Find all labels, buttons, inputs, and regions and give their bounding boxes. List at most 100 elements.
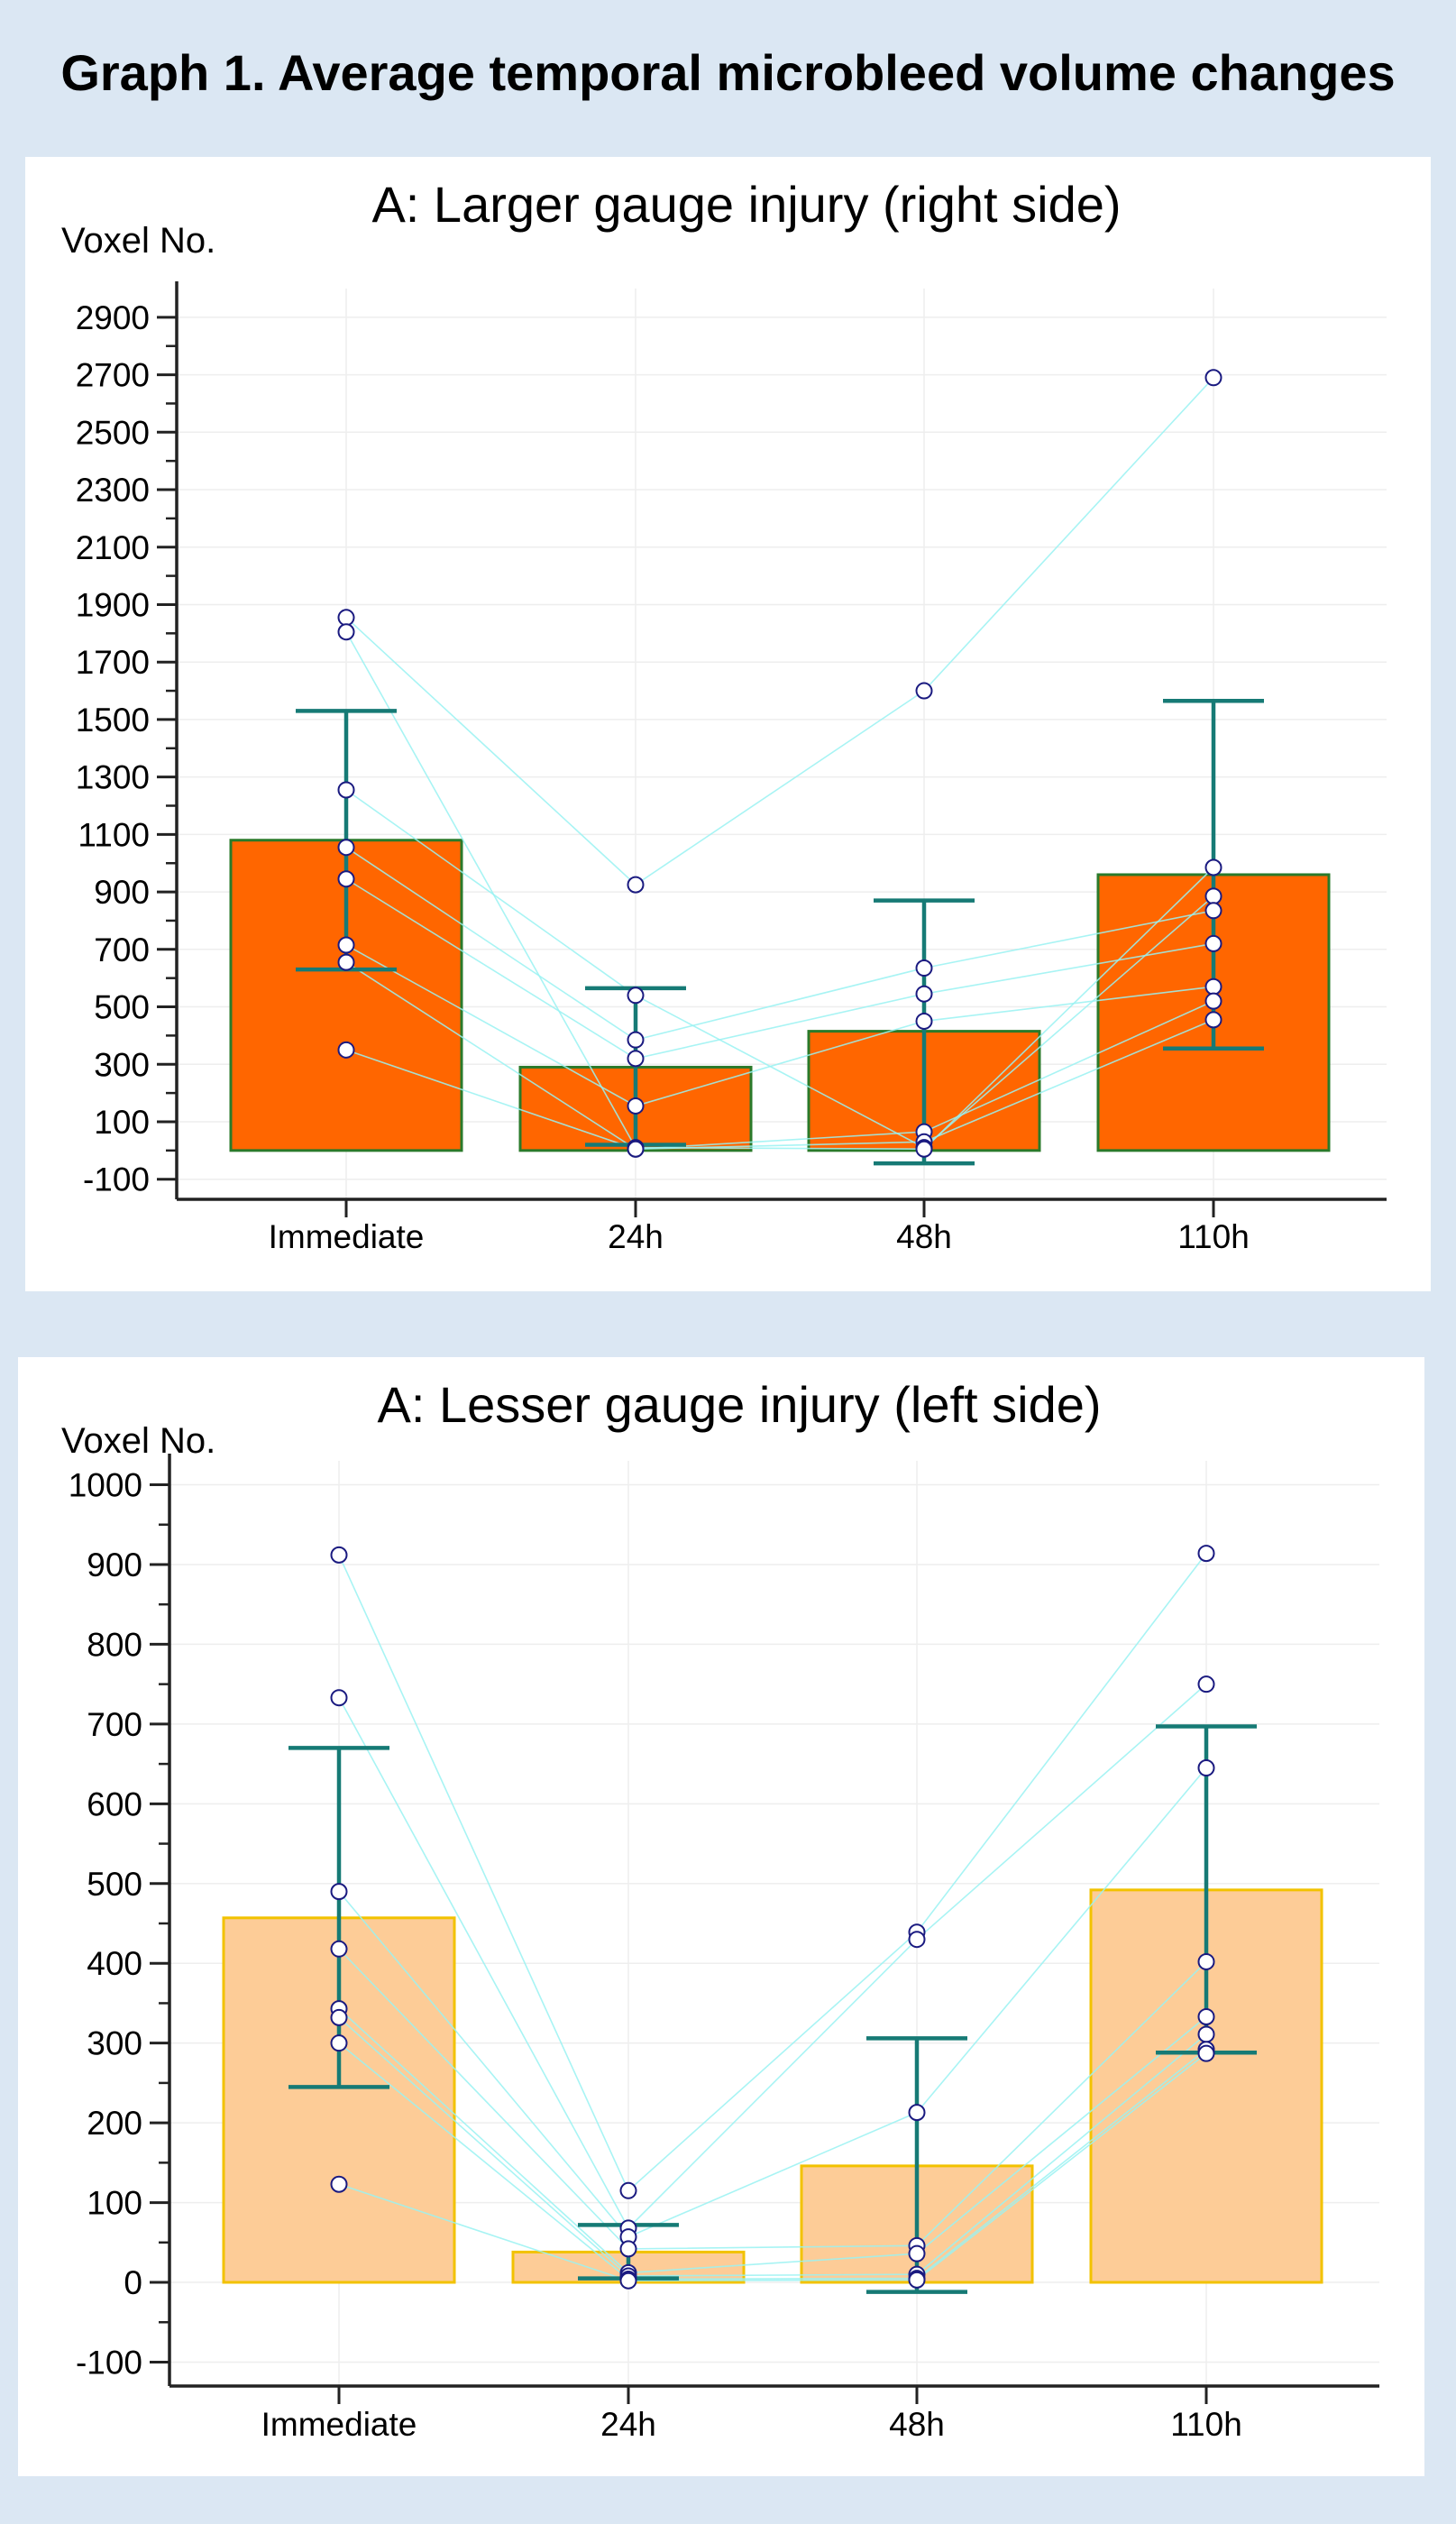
subject-lines <box>338 1553 1207 2282</box>
y-tick-label: 500 <box>87 1866 142 1903</box>
data-point <box>337 1041 355 1059</box>
data-point <box>627 987 645 1005</box>
y-tick-label: 1100 <box>78 816 150 853</box>
data-point <box>330 2008 348 2026</box>
y-tick-label: 0 <box>124 2264 142 2301</box>
data-point <box>337 781 355 799</box>
error-bar-48h <box>874 898 975 1166</box>
data-point <box>330 2175 348 2193</box>
data-point <box>337 623 355 641</box>
y-tick-label: -100 <box>83 1161 150 1198</box>
x-tick-label-110h: 110h <box>1177 1218 1250 1255</box>
subject-line-5 <box>338 2008 1207 2274</box>
y-tick-label: 2300 <box>76 472 150 509</box>
x-tick-label-immediate: Immediate <box>269 1218 425 1255</box>
data-point <box>330 2034 348 2052</box>
error-bar-immediate <box>288 1746 389 2089</box>
data-point <box>337 953 355 971</box>
data-point <box>337 870 355 888</box>
data-point <box>915 1012 933 1030</box>
data-point <box>1204 902 1222 920</box>
data-point <box>627 1140 645 1158</box>
data-point <box>627 1097 645 1115</box>
y-ticks: -100 100 300 500 700 900 1100 1300 1500 1700 1900 2… <box>76 299 177 1198</box>
axes <box>168 1454 1379 2388</box>
data-point <box>337 609 355 627</box>
data-point <box>1204 977 1222 996</box>
chart-title: A: Larger gauge injury (right side) <box>371 176 1121 233</box>
chart-lesser-gauge-svg: A: Lesser gauge injury (left side) Voxel … <box>61 1376 1379 2443</box>
subject-line-1 <box>338 1553 1207 2192</box>
subject-line-7 <box>345 961 1214 1151</box>
x-tick-label-24h: 24h <box>608 1218 664 1255</box>
x-tick-label-immediate: Immediate <box>261 2406 417 2443</box>
data-point <box>619 2240 637 2258</box>
subject-line-6 <box>338 2016 1207 2277</box>
axes <box>175 281 1387 1201</box>
x-tick-label-48h: 48h <box>889 2406 945 2443</box>
data-point <box>1204 934 1222 952</box>
y-tick-label: 900 <box>94 874 150 911</box>
y-tick-label: 2100 <box>76 529 150 566</box>
x-ticks: Immediate 24h 48h 110h <box>269 1199 1250 1255</box>
data-point <box>908 2271 926 2289</box>
x-ticks: Immediate 24h 48h 110h <box>261 2386 1242 2443</box>
y-tick-label: 400 <box>87 1945 142 1982</box>
y-tick-label: 500 <box>94 989 150 1026</box>
subject-line-8 <box>345 1019 1214 1151</box>
data-point <box>330 1689 348 1707</box>
data-point <box>330 1940 348 1958</box>
data-point <box>619 2181 637 2199</box>
data-points <box>337 369 1222 1158</box>
subject-line-2 <box>345 631 1214 1151</box>
data-points <box>330 1545 1215 2290</box>
data-point <box>1204 887 1222 905</box>
data-point <box>908 1931 926 1949</box>
data-point <box>908 2244 926 2262</box>
y-tick-label: 300 <box>94 1046 150 1083</box>
y-tick-label: 800 <box>87 1626 142 1663</box>
x-tick-label-24h: 24h <box>600 2406 656 2443</box>
data-point <box>337 936 355 954</box>
y-tick-label: 1700 <box>76 644 150 681</box>
y-tick-label: 900 <box>87 1547 142 1583</box>
data-point <box>1197 2044 1215 2062</box>
data-point <box>627 1050 645 1068</box>
data-point <box>915 985 933 1003</box>
data-point <box>627 1031 645 1049</box>
subject-line-6 <box>345 944 1214 1107</box>
y-tick-label: 100 <box>87 2185 142 2222</box>
data-point <box>1197 1675 1215 1693</box>
y-tick-label: 1000 <box>69 1467 142 1504</box>
chart-title: A: Lesser gauge injury (left side) <box>377 1376 1101 1433</box>
bars <box>229 839 1331 1152</box>
y-tick-label: 2900 <box>76 299 150 336</box>
data-point <box>915 682 933 700</box>
y-tick-label: 300 <box>87 2025 142 2062</box>
subject-line-3 <box>345 789 1214 1149</box>
subject-line-8 <box>338 2052 1207 2282</box>
y-ticks: -100 0 100 200 300 400 500 600 700 800 900 1000 <box>69 1467 169 2381</box>
x-tick-label-110h: 110h <box>1170 2406 1242 2443</box>
data-point <box>627 876 645 894</box>
y-tick-label: 2500 <box>76 414 150 451</box>
y-tick-label: 100 <box>94 1104 150 1141</box>
subject-line-5 <box>345 878 1214 1060</box>
y-tick-label: 600 <box>87 1785 142 1822</box>
data-point <box>1204 992 1222 1010</box>
data-point <box>1197 2007 1215 2025</box>
y-tick-label: 700 <box>87 1706 142 1743</box>
data-point <box>1197 1952 1215 1970</box>
y-tick-label: 1300 <box>76 759 150 796</box>
y-tick-label: 1500 <box>76 702 150 739</box>
data-point <box>1197 2025 1215 2043</box>
page-title: Graph 1. Average temporal microbleed vol… <box>60 44 1396 101</box>
chart-panel-larger-gauge: A: Larger gauge injury (right side) Voxel… <box>25 157 1431 1291</box>
data-point <box>330 1546 348 1564</box>
data-point <box>1204 369 1222 387</box>
y-tick-label: 1900 <box>76 586 150 623</box>
y-tick-label: 2700 <box>76 357 150 394</box>
data-point <box>1204 858 1222 877</box>
subject-line-4 <box>338 1948 1207 2250</box>
